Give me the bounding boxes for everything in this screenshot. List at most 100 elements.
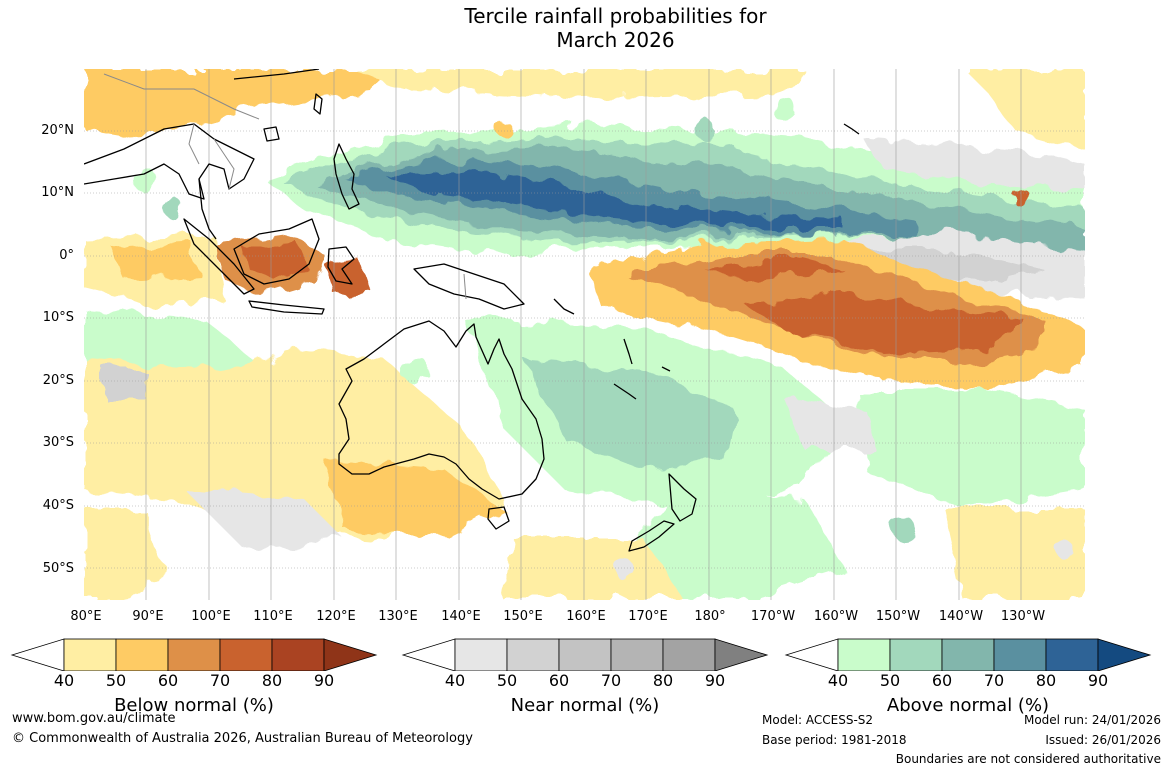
near-normal-west — [104, 369, 144, 399]
lon-label-130w: 130°W — [1000, 609, 1046, 624]
new-caledonia — [613, 383, 637, 400]
lon-label-160e: 160°E — [566, 609, 606, 624]
malay-peninsula-coastline — [198, 178, 217, 240]
speckle — [694, 119, 714, 139]
below-normal-ne-pacific — [964, 69, 1085, 149]
lon-label-160w: 160°W — [813, 609, 859, 624]
lon-label-180: 180° — [694, 609, 726, 624]
speckle — [400, 355, 428, 383]
cb-above-seg-3 — [941, 638, 995, 671]
base-period-text: Base period: 1981-2018 — [762, 733, 907, 747]
boundary — [103, 73, 260, 120]
below-normal-far-south — [944, 509, 1085, 600]
lat-label-50s: 50°S — [42, 561, 74, 576]
new-guinea-coastline — [413, 263, 525, 310]
title-line-1: Tercile rainfall probabilities for — [464, 4, 767, 28]
cb-below-seg-5 — [271, 638, 325, 671]
cb-near-seg-2 — [506, 638, 560, 671]
sulawesi-coastline — [327, 246, 355, 285]
cb-near-seg-4 — [610, 638, 664, 671]
cb-near-tick-90: 90 — [704, 671, 726, 690]
cb-near-seg-3 — [558, 638, 612, 671]
speckle — [164, 199, 184, 219]
china-coastline — [233, 69, 320, 80]
cb-near-seg-5 — [662, 638, 716, 671]
above-normal-tasman — [624, 489, 844, 600]
cb-below-tick-50: 50 — [105, 671, 127, 690]
near-normal-north — [864, 139, 1085, 189]
legend-label-above: Above normal (%) — [886, 695, 1050, 716]
speckle — [496, 121, 512, 137]
lon-label-110e: 110°E — [253, 609, 293, 624]
probability-speckle — [132, 97, 1073, 579]
speckle — [614, 559, 634, 579]
website-link[interactable]: www.bom.gov.au/climate — [12, 711, 176, 726]
lon-label-170w: 170°W — [750, 609, 796, 624]
cb-above-tick-90: 90 — [1087, 671, 1109, 690]
below-normal-indian-ocean-50 — [114, 244, 199, 279]
below-normal-hotspot — [1011, 187, 1029, 205]
above-normal-coral-sea-60 — [524, 359, 734, 469]
vanuatu — [623, 338, 633, 365]
chart-title: Tercile rainfall probabilities for March… — [0, 4, 1173, 52]
model-text: Model: ACCESS-S2 — [762, 713, 874, 727]
lon-label-150w: 150°W — [875, 609, 921, 624]
cb-below-seg-2 — [115, 638, 169, 671]
lat-label-10s: 10°S — [42, 310, 74, 325]
cb-near-seg-6 — [714, 638, 769, 671]
fiji — [661, 366, 671, 372]
cb-above-seg-1 — [837, 638, 891, 671]
cb-below-tick-70: 70 — [209, 671, 231, 690]
below-normal-south-pacific-70b — [744, 294, 1024, 354]
below-normal-south-pacific-70a — [704, 259, 844, 279]
cb-above-seg-2 — [889, 638, 943, 671]
lat-label-0: 0° — [59, 248, 74, 263]
sumatra-coastline — [183, 218, 255, 295]
country-boundaries — [103, 73, 467, 300]
lon-label-80e: 80°E — [70, 609, 102, 624]
boundary — [213, 138, 235, 190]
cb-below-tick-80: 80 — [261, 671, 283, 690]
lat-label-10n: 10°N — [41, 185, 74, 200]
copyright-text: © Commonwealth of Australia 2026, Austra… — [12, 731, 473, 746]
philippines-coastline — [333, 143, 360, 210]
nz-north-island — [668, 473, 697, 522]
cb-above-seg-4 — [993, 638, 1047, 671]
lat-label-20n: 20°N — [41, 123, 74, 138]
legend-label-below: Below normal (%) — [114, 695, 274, 716]
cb-near-tick-80: 80 — [652, 671, 674, 690]
cb-above-tick-50: 50 — [879, 671, 901, 690]
below-normal-north-pacific — [354, 69, 804, 99]
below-normal-sw — [84, 509, 164, 600]
cb-below-seg-6 — [323, 638, 378, 671]
below-normal-philippine-sea — [264, 69, 384, 104]
lon-label-140w: 140°W — [938, 609, 984, 624]
cb-near-tick-70: 70 — [600, 671, 622, 690]
cb-above-tick-70: 70 — [983, 671, 1005, 690]
lon-label-170e: 170°E — [628, 609, 668, 624]
cb-above-seg-6 — [1097, 638, 1152, 671]
java-coastline — [248, 300, 325, 315]
below-normal-borneo-70 — [244, 244, 309, 284]
cb-below-tick-40: 40 — [53, 671, 75, 690]
near-normal-south-pacific — [784, 399, 874, 449]
rainfall-probability-map — [84, 69, 1085, 600]
taiwan-coastline — [313, 93, 323, 115]
above-normal-se-pacific — [854, 389, 1085, 509]
disclaimer-text: Boundaries are not considered authoritat… — [895, 752, 1161, 766]
cb-near-tick-60: 60 — [548, 671, 570, 690]
cb-below-seg-3 — [167, 638, 221, 671]
speckle — [772, 97, 796, 121]
gridlines — [84, 130, 1085, 569]
issued-text: Issued: 26/01/2026 — [1045, 733, 1161, 747]
cb-below-seg-0 — [10, 638, 65, 671]
cb-below-seg-1 — [63, 638, 117, 671]
cb-near-tick-40: 40 — [444, 671, 466, 690]
cb-below-tick-60: 60 — [157, 671, 179, 690]
cb-above-tick-40: 40 — [827, 671, 849, 690]
hainan-coastline — [263, 126, 280, 142]
lat-label-20s: 20°S — [42, 373, 74, 388]
cb-above-tick-60: 60 — [931, 671, 953, 690]
colorbar-near — [401, 638, 769, 671]
lon-label-90e: 90°E — [132, 609, 164, 624]
